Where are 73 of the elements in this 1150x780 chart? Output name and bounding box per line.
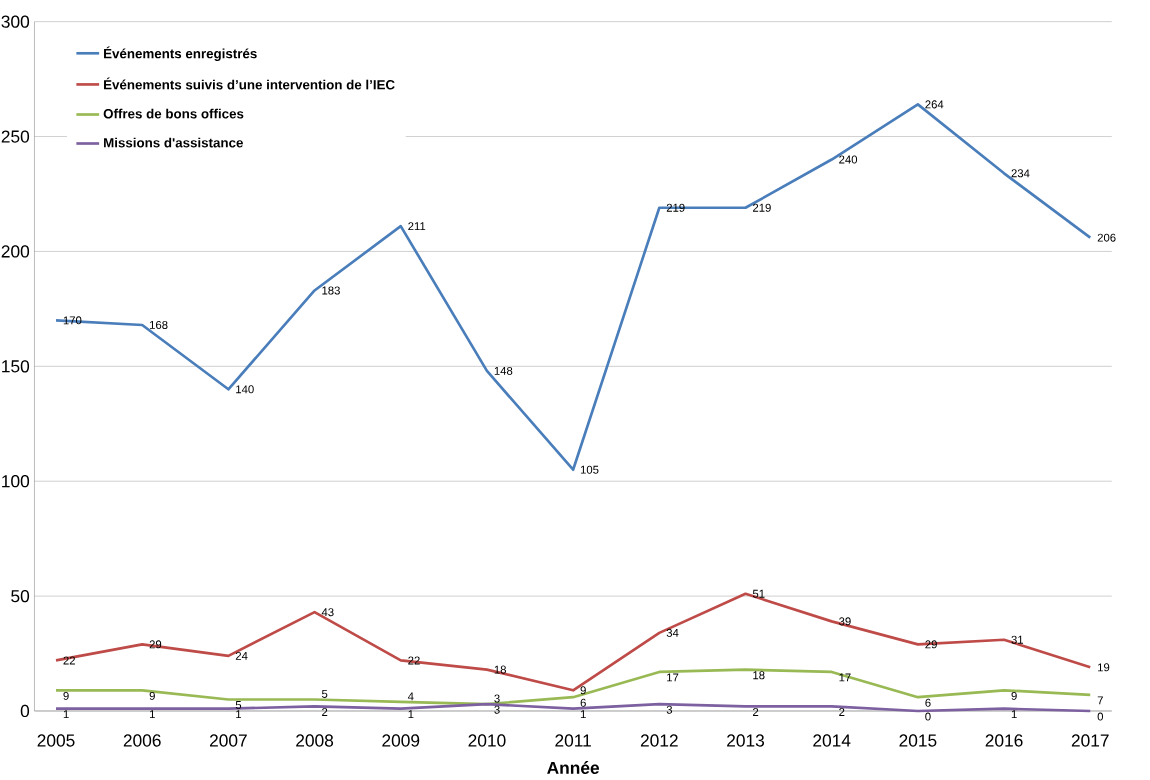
x-tick-label: 2012	[640, 734, 678, 747]
data-label: 105	[580, 465, 599, 474]
x-axis-title: Année	[547, 761, 600, 774]
x-tick-label: 2013	[727, 734, 765, 747]
data-label: 1	[236, 710, 242, 719]
y-tick-label: 250	[1, 130, 30, 143]
data-label: 240	[839, 155, 858, 164]
data-label: 1	[149, 710, 155, 719]
data-label: 5	[321, 689, 328, 698]
data-label: 5	[235, 701, 242, 709]
x-tick-label: 2017	[1071, 734, 1109, 747]
legend-label: Missions d'assistance	[104, 137, 243, 148]
data-label: 6	[580, 698, 586, 707]
data-label: 0	[925, 712, 931, 721]
y-tick-label: 150	[2, 360, 30, 373]
data-label: 9	[149, 691, 155, 700]
data-label: 9	[1011, 691, 1017, 700]
x-tick-label: 2015	[899, 734, 937, 747]
data-label: 3	[494, 694, 500, 703]
x-tick-label: 2008	[296, 734, 334, 747]
data-label: 3	[494, 705, 500, 714]
legend-label: Offres de bons offices	[103, 108, 244, 119]
y-tick-label: 200	[1, 245, 30, 258]
data-label: 170	[63, 316, 82, 325]
data-label: 31	[1011, 635, 1024, 644]
y-tick-label: 100	[2, 475, 30, 488]
data-label: 6	[925, 698, 931, 707]
data-label: 206	[1097, 233, 1116, 242]
data-label: 148	[494, 366, 513, 375]
x-tick-label: 2005	[37, 734, 75, 747]
data-label: 4	[407, 692, 414, 701]
data-label: 9	[63, 691, 69, 700]
data-label: 1	[1011, 710, 1017, 719]
data-label: 29	[149, 640, 162, 649]
data-label: 19	[1098, 663, 1110, 672]
data-label: 22	[408, 656, 420, 665]
data-label: 39	[839, 617, 851, 626]
data-label: 1	[408, 710, 414, 719]
y-tick-label: 50	[11, 589, 30, 603]
data-label: 0	[1097, 712, 1104, 721]
y-tick-label: 300	[1, 15, 30, 28]
x-tick-label: 2011	[555, 734, 591, 747]
data-label: 2	[753, 708, 759, 716]
data-label: 51	[752, 589, 765, 598]
data-label: 34	[666, 628, 679, 637]
x-tick-label: 2006	[123, 734, 161, 747]
legend-label: Événements suivis d’une intervention de l’IEC	[104, 77, 395, 90]
legend-label: Événements enregistrés	[104, 46, 257, 62]
data-label: 264	[925, 100, 944, 109]
x-tick-label: 2014	[813, 734, 851, 747]
data-label: 2	[322, 708, 328, 716]
x-tick-label: 2010	[468, 734, 506, 747]
data-label: 43	[321, 608, 334, 617]
data-label: 3	[666, 705, 673, 714]
data-label: 2	[839, 708, 845, 716]
data-label: 1	[63, 710, 69, 719]
data-label: 18	[753, 671, 765, 680]
data-label: 1	[580, 710, 586, 719]
data-label: 211	[408, 222, 426, 231]
data-label: 17	[667, 673, 679, 682]
data-label: 234	[1011, 169, 1030, 178]
data-label: 7	[1097, 696, 1103, 705]
x-tick-label: 2016	[985, 734, 1023, 747]
data-label: 183	[322, 286, 340, 295]
data-label: 168	[149, 320, 168, 329]
data-label: 140	[236, 385, 254, 394]
data-label: 18	[494, 665, 506, 674]
data-label: 9	[580, 686, 586, 695]
data-label: 219	[753, 203, 771, 212]
x-tick-label: 2009	[382, 734, 420, 747]
x-tick-label: 2007	[209, 734, 247, 747]
data-label: 24	[235, 651, 248, 660]
y-tick-label: 0	[20, 704, 30, 718]
